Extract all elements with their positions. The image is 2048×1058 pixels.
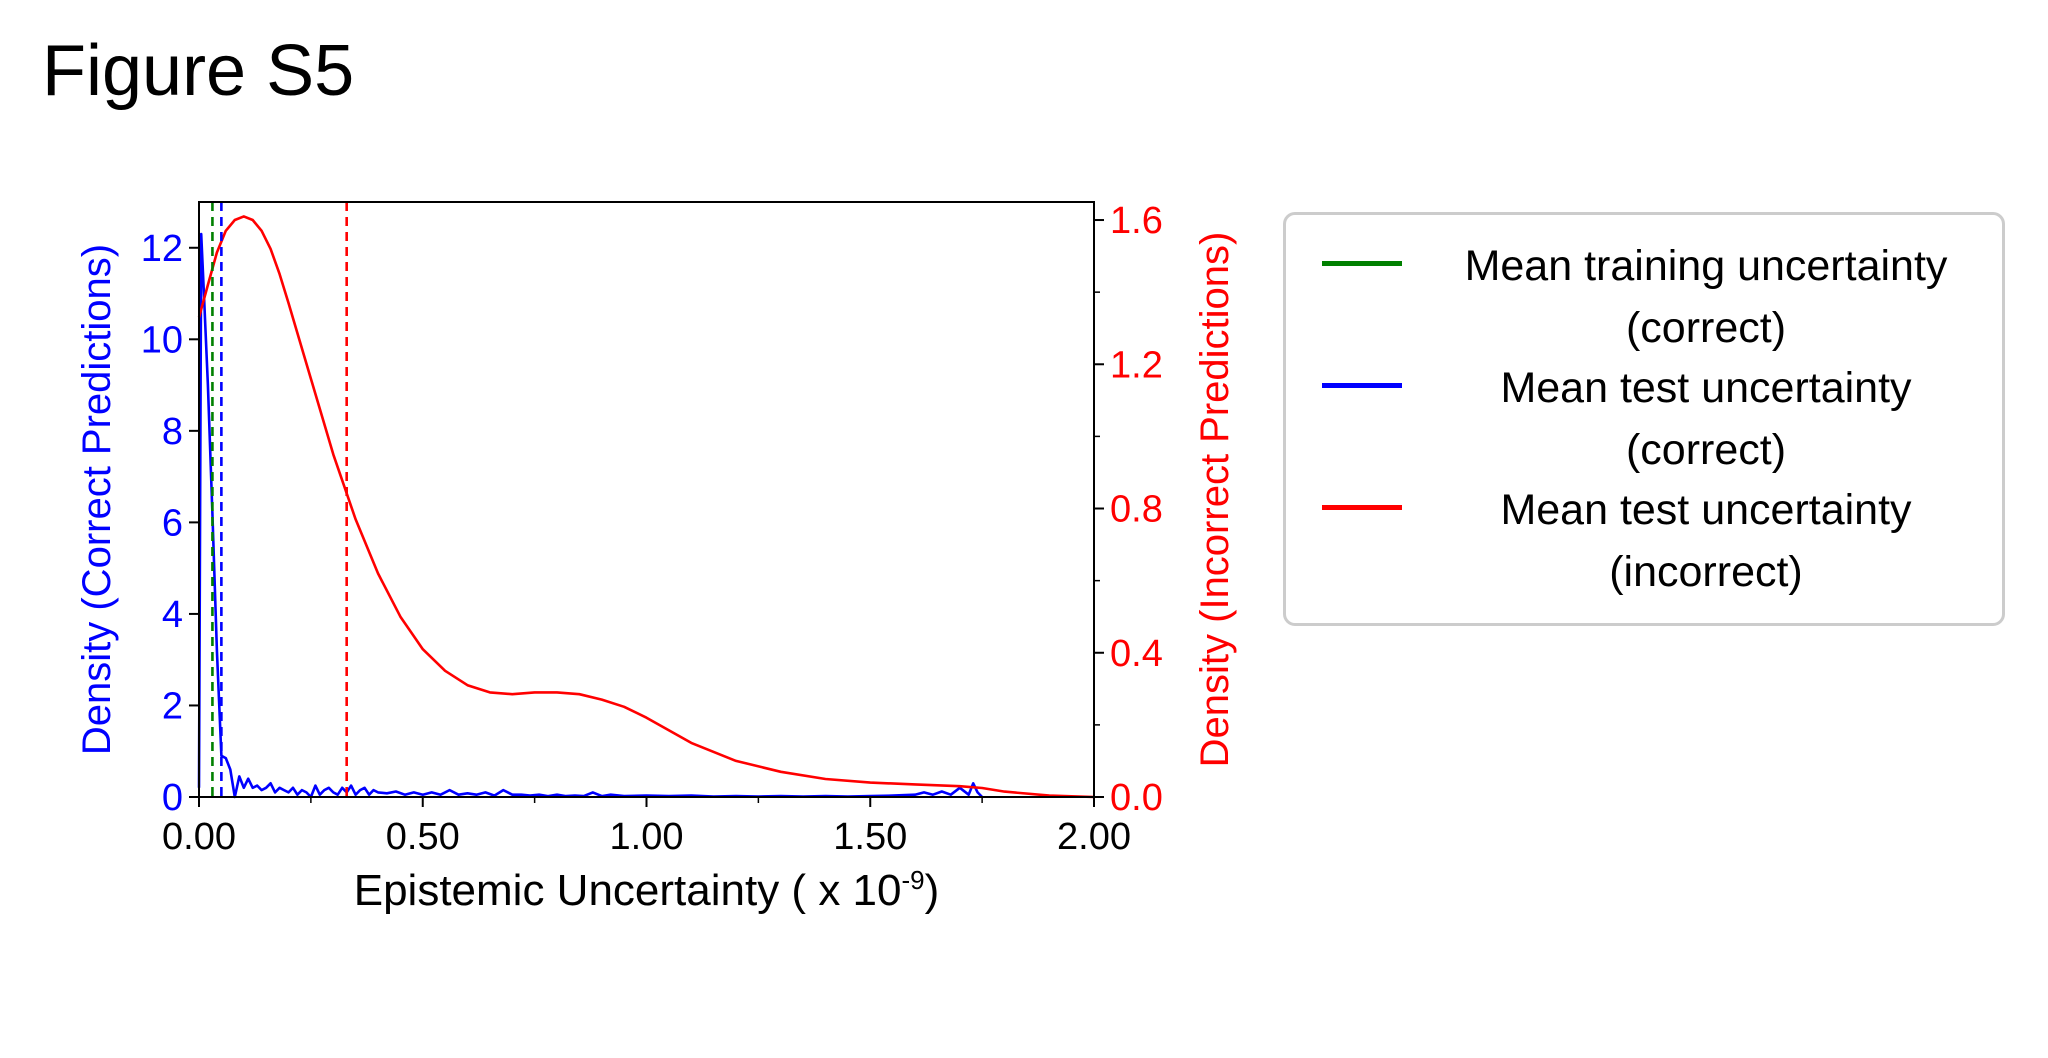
y-right-axis-label: Density (Incorrect Predictions) xyxy=(1193,232,1237,768)
legend-label-line2: (correct) xyxy=(1625,426,1787,474)
y-left-tick-label: 0 xyxy=(162,777,183,819)
legend: Mean training uncertainty (correct) Mean… xyxy=(1283,212,2005,626)
legend-label: Mean test uncertainty (incorrect) xyxy=(1426,479,1986,603)
x-axis-label-exponent: -9 xyxy=(901,865,924,895)
legend-item-test-incorrect: Mean test uncertainty (incorrect) xyxy=(1286,459,2002,596)
figure-title: Figure S5 xyxy=(42,31,355,111)
y-left-tick-label: 10 xyxy=(141,319,183,361)
legend-swatch-green xyxy=(1322,261,1402,266)
x-tick-label: 1.00 xyxy=(610,816,684,858)
legend-label: Mean training uncertainty (correct) xyxy=(1426,235,1986,359)
y-right-tick-label: 0.0 xyxy=(1110,777,1163,819)
legend-label-line1: Mean test uncertainty xyxy=(1500,486,1912,534)
y-left-tick-label: 12 xyxy=(141,228,183,270)
x-tick-label: 2.00 xyxy=(1057,816,1131,858)
legend-label-line2: (incorrect) xyxy=(1609,548,1803,596)
x-tick-label: 0.50 xyxy=(386,816,460,858)
legend-label-line1: Mean training uncertainty xyxy=(1464,242,1948,290)
legend-item-test-correct: Mean test uncertainty (correct) xyxy=(1286,337,2002,474)
series-line-incorrect xyxy=(197,215,1095,799)
y-right-tick-label: 1.6 xyxy=(1110,200,1163,242)
y-left-tick-label: 4 xyxy=(162,594,183,636)
legend-swatch-red xyxy=(1322,505,1402,510)
x-axis-label-text: Epistemic Uncertainty ( x 10 xyxy=(354,866,902,915)
y-right-tick-label: 1.2 xyxy=(1110,344,1163,386)
y-left-tick-label: 2 xyxy=(162,685,183,727)
x-tick-label: 0.00 xyxy=(162,816,236,858)
legend-label: Mean test uncertainty (correct) xyxy=(1426,357,1986,481)
y-left-axis-label: Density (Correct Predictions) xyxy=(75,244,119,755)
plot-area: 0.00 0.50 1.00 1.50 2.00 0 2 4 6 8 10 12 0.0 0.4 0.8 1.… xyxy=(75,200,1237,915)
series-line-correct xyxy=(197,232,984,799)
y-right-tick-label: 0.8 xyxy=(1110,489,1163,531)
legend-label-line1: Mean test uncertainty xyxy=(1500,364,1912,412)
x-tick-label: 1.50 xyxy=(833,816,907,858)
x-axis-label-suffix: ) xyxy=(925,866,940,915)
legend-label-line2: (correct) xyxy=(1625,304,1787,352)
x-axis-label: Epistemic Uncertainty ( x 10-9) xyxy=(354,865,940,915)
y-right-tick-label: 0.4 xyxy=(1110,633,1163,675)
y-left-tick-label: 8 xyxy=(162,411,183,453)
legend-item-training-correct: Mean training uncertainty (correct) xyxy=(1286,215,2002,352)
legend-swatch-blue xyxy=(1322,383,1402,388)
y-left-tick-label: 6 xyxy=(162,502,183,544)
plot-frame xyxy=(198,201,1095,798)
